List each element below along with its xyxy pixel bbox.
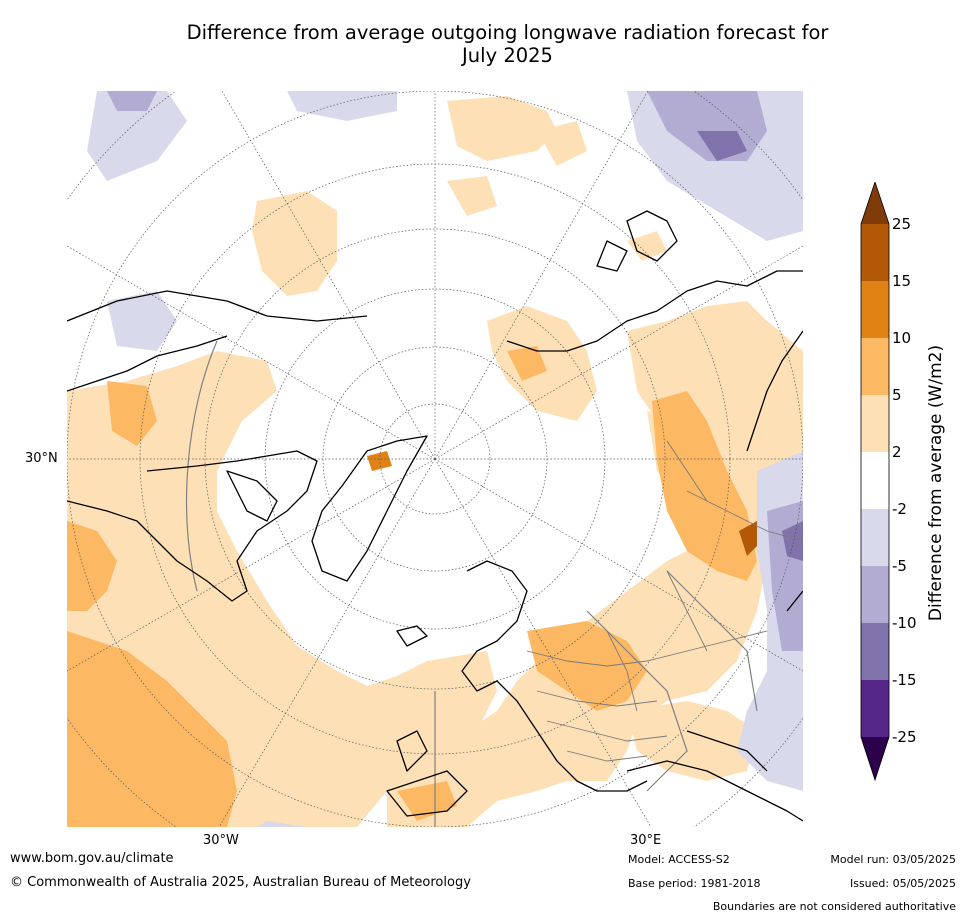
colorbar-tick-8: -15 xyxy=(892,671,917,689)
colorbar-bin-2-5 xyxy=(861,395,889,452)
colorbar-bin-15-25 xyxy=(861,224,889,281)
colorbar-bin-neg10-neg5 xyxy=(861,566,889,623)
colorbar-bottom-triangle xyxy=(861,737,889,780)
title-line-2: July 2025 xyxy=(462,44,553,67)
colorbar-top-triangle xyxy=(861,182,889,224)
colorbar-tick-5: -2 xyxy=(892,500,907,518)
footer-model-run: Model run: 03/05/2025 xyxy=(830,853,956,866)
footer-copyright: © Commonwealth of Australia 2025, Austra… xyxy=(10,875,471,890)
footer-issued: Issued: 05/05/2025 xyxy=(849,877,956,890)
label-30e: 30°E xyxy=(630,833,662,848)
label-30w: 30°W xyxy=(203,833,239,848)
colorbar-tick-3: 5 xyxy=(892,386,902,404)
boundary-lines xyxy=(185,340,758,827)
footer-base-period: Base period: 1981-2018 xyxy=(628,877,761,890)
colorbar-tick-2: 10 xyxy=(892,329,912,347)
colorbar-bin-neg2-2 xyxy=(861,452,889,509)
colorbar-tick-4: 2 xyxy=(892,443,902,461)
colorbar-bin-5-10 xyxy=(861,338,889,395)
coastlines xyxy=(67,210,803,822)
colorbar-bin-neg15-neg10 xyxy=(861,623,889,680)
colorbar-svg xyxy=(860,180,890,782)
title-line-1: Difference from average outgoing longwav… xyxy=(186,21,829,44)
colorbar-tick-9: -25 xyxy=(892,728,917,746)
colorbar-bin-neg25-neg15 xyxy=(861,680,889,737)
footer-model: Model: ACCESS-S2 xyxy=(628,853,730,866)
colorbar-tick-7: -10 xyxy=(892,614,917,632)
label-30n: 30°N xyxy=(25,451,58,466)
chart-title: Difference from average outgoing longwav… xyxy=(60,21,955,67)
footer-url: www.bom.gov.au/climate xyxy=(10,851,174,866)
meridian-lines xyxy=(67,91,803,827)
colorbar-bin-10-15 xyxy=(861,281,889,338)
anomaly-10-to-25-regions xyxy=(367,451,762,556)
map-svg xyxy=(67,91,803,827)
anomaly-neg10-to-neg15-regions xyxy=(697,131,803,561)
colorbar-tick-6: -5 xyxy=(892,557,907,575)
colorbar-bin-neg5-neg2 xyxy=(861,509,889,566)
country-borders xyxy=(526,440,803,762)
colorbar xyxy=(857,180,893,782)
colorbar-label: Difference from average (W/m2) xyxy=(926,344,946,622)
colorbar-tick-0: 25 xyxy=(892,215,912,233)
polar-map xyxy=(67,91,803,827)
colorbar-tick-1: 15 xyxy=(892,272,912,290)
footer-disclaimer: Boundaries are not considered authoritat… xyxy=(712,900,956,913)
